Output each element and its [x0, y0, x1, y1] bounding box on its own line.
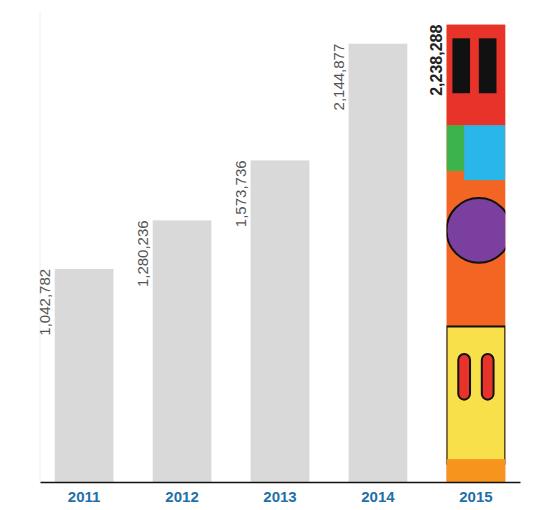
x-tick: 2015	[459, 488, 492, 505]
x-axis-line	[41, 482, 521, 484]
data-label: 1,573,736	[232, 160, 249, 227]
data-label: 1,280,236	[134, 220, 151, 287]
bar	[349, 44, 408, 482]
x-tick: 2012	[165, 488, 198, 505]
x-tick: 2011	[68, 488, 101, 505]
illustration-shape	[447, 326, 506, 463]
bar	[55, 269, 114, 482]
illustration-shape	[482, 354, 494, 400]
x-axis: 2011 2012 2013 2014 2015	[41, 483, 521, 505]
data-label: 2,238,288	[428, 25, 445, 96]
x-tick-label: 2012	[165, 488, 198, 505]
data-label: 1,042,782	[36, 269, 53, 336]
x-tick: 2013	[263, 488, 296, 505]
bar	[153, 220, 212, 482]
x-tick-label: 2014	[361, 488, 395, 505]
illustration-shape	[464, 125, 505, 180]
data-label: 2,144,877	[330, 44, 347, 111]
illustration-shape	[447, 25, 506, 126]
bar-illustration	[447, 25, 506, 482]
chart: 1,042,782 1,280,236 1,573,736 2,144,877 2,23…	[0, 0, 535, 510]
data-labels: 1,042,782 1,280,236 1,573,736 2,144,877 2,23…	[36, 25, 445, 336]
x-tick-label: 2011	[68, 488, 101, 505]
x-tick-label: 2013	[263, 488, 296, 505]
x-tick-label: 2015	[459, 488, 492, 505]
bars	[55, 25, 511, 482]
illustration-shape	[447, 198, 506, 263]
y-axis-line	[40, 12, 41, 482]
illustration-shape	[479, 38, 497, 93]
bar	[251, 160, 310, 482]
x-tick: 2014	[361, 488, 395, 505]
illustration-shape	[447, 459, 506, 482]
illustration-shape	[458, 354, 470, 400]
illustration-shape	[452, 38, 470, 93]
illustration-shape	[447, 125, 465, 171]
